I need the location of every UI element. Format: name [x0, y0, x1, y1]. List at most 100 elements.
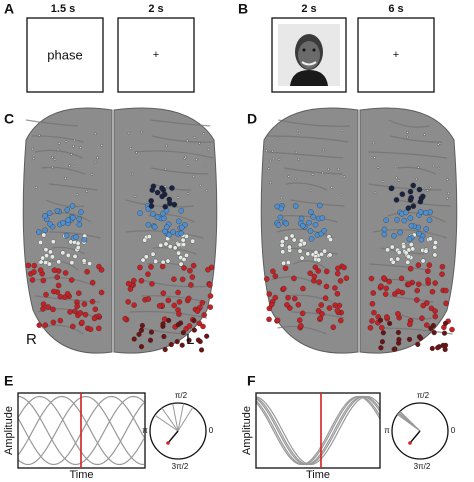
electrode	[98, 289, 105, 296]
electrode	[292, 203, 299, 209]
electrode	[196, 320, 203, 327]
electrode	[295, 301, 302, 308]
electrode	[418, 236, 425, 243]
electrode	[64, 206, 71, 213]
gyrus	[372, 229, 448, 239]
electrode	[187, 267, 193, 274]
electrode	[406, 336, 413, 342]
electrode	[166, 317, 172, 323]
phase-vector	[172, 403, 179, 432]
phase-label: 0	[451, 426, 456, 435]
electrode	[446, 197, 449, 200]
electrode	[381, 275, 387, 281]
electrode	[406, 254, 412, 259]
electrode	[76, 221, 83, 228]
gyrus	[141, 279, 211, 288]
electrode	[136, 331, 142, 337]
electrode	[150, 211, 156, 217]
electrode	[420, 258, 426, 264]
electrode	[156, 303, 163, 309]
electrode	[53, 152, 57, 156]
electrode	[319, 215, 326, 221]
electrode	[58, 142, 61, 145]
electrode	[167, 200, 173, 207]
electrode	[337, 167, 340, 171]
electrode	[395, 256, 401, 262]
electrode	[341, 264, 347, 271]
electrode	[423, 133, 426, 136]
electrode	[145, 296, 152, 302]
electrode	[312, 221, 319, 228]
electrode	[271, 150, 274, 153]
electrode	[395, 311, 401, 317]
electrode	[154, 214, 161, 220]
electrode	[322, 148, 325, 152]
electrode	[148, 329, 154, 335]
electrode	[299, 255, 305, 261]
electrode	[100, 144, 103, 147]
mean-point	[408, 441, 412, 445]
electrode	[430, 323, 436, 329]
electrode	[79, 319, 85, 326]
electrode	[401, 217, 408, 224]
electrode	[96, 325, 102, 332]
electrode	[76, 290, 82, 296]
electrode	[410, 203, 417, 209]
electrode	[206, 132, 210, 136]
electrode	[158, 242, 164, 248]
electrode	[145, 221, 152, 228]
electrode	[394, 165, 398, 169]
electrode	[381, 231, 388, 238]
electrode	[176, 299, 183, 305]
gyrus	[368, 183, 442, 191]
electrode	[415, 281, 422, 287]
electrode	[432, 313, 438, 320]
electrode	[43, 247, 49, 253]
electrode	[330, 186, 333, 189]
electrode	[64, 177, 67, 180]
phase-label: π/2	[417, 391, 430, 400]
electrode	[414, 287, 420, 294]
electrode	[301, 240, 307, 246]
electrode	[285, 294, 291, 301]
electrode	[35, 186, 38, 189]
gyrus	[147, 262, 192, 271]
electrode	[268, 301, 275, 308]
electrode	[263, 276, 270, 282]
electrode	[418, 335, 424, 341]
gyrus	[291, 311, 345, 319]
electrode	[435, 345, 441, 351]
electrode	[269, 159, 272, 163]
face-image	[278, 24, 340, 86]
electrode	[54, 208, 61, 214]
electrode	[138, 344, 145, 350]
electrode	[122, 315, 129, 322]
electrode	[403, 250, 409, 256]
electrode	[198, 142, 201, 145]
electrode	[131, 277, 137, 284]
electrode	[308, 236, 315, 242]
electrode	[69, 203, 76, 209]
electrode	[423, 248, 429, 254]
gyrus	[151, 135, 214, 143]
electrode	[168, 342, 174, 348]
electrode	[425, 186, 428, 190]
fixation: +	[153, 49, 159, 61]
electrode	[297, 158, 300, 161]
electrode	[199, 347, 205, 353]
electrode	[369, 318, 375, 324]
electrode	[332, 285, 338, 291]
phase-vector	[177, 406, 194, 432]
electrode	[207, 148, 210, 151]
electrode	[171, 201, 178, 208]
electrode	[181, 242, 187, 247]
electrode	[94, 132, 97, 135]
electrode	[163, 241, 169, 247]
electrode	[416, 230, 422, 237]
electrode	[129, 147, 132, 150]
electrode	[383, 217, 389, 223]
electrode	[298, 215, 305, 222]
electrode	[312, 264, 319, 270]
gyrus	[369, 263, 429, 271]
gyrus	[387, 212, 446, 223]
